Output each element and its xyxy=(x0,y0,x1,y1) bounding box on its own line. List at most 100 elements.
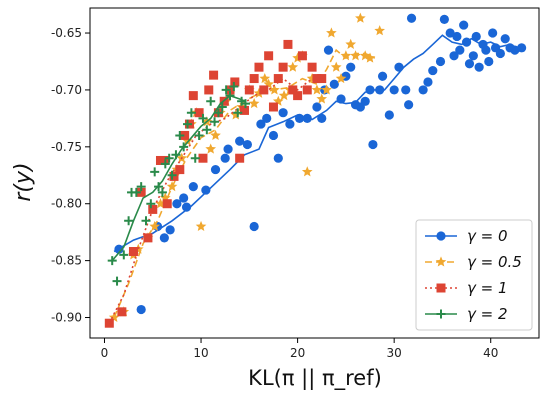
data-point xyxy=(517,43,527,53)
legend: γ = 0 γ = 0.5 γ = 1 γ = 2 xyxy=(415,219,533,331)
data-point xyxy=(317,74,327,84)
data-point xyxy=(262,113,272,123)
data-point xyxy=(278,62,288,72)
data-point xyxy=(136,182,146,192)
data-point xyxy=(459,20,469,30)
series-trend-line xyxy=(108,77,322,324)
data-point xyxy=(283,39,293,49)
data-point xyxy=(500,34,510,44)
data-point xyxy=(364,52,376,63)
data-point xyxy=(389,85,399,95)
data-point xyxy=(249,74,259,84)
data-point xyxy=(285,119,295,129)
data-point xyxy=(288,85,298,95)
data-point xyxy=(148,204,158,214)
data-point xyxy=(233,108,243,118)
data-point xyxy=(488,28,498,38)
data-point xyxy=(302,85,312,95)
data-point xyxy=(204,85,214,95)
data-point xyxy=(293,91,303,101)
data-point xyxy=(183,119,193,129)
data-point xyxy=(124,216,134,226)
series-group xyxy=(107,82,250,286)
data-point xyxy=(374,25,385,36)
data-point xyxy=(235,153,245,163)
data-point xyxy=(136,304,146,315)
data-point xyxy=(484,56,494,67)
data-point xyxy=(452,31,462,42)
data-point xyxy=(287,61,299,72)
y-tick-label: -0.90 xyxy=(51,311,82,325)
data-point xyxy=(194,108,204,118)
data-point xyxy=(217,102,227,112)
data-point xyxy=(159,233,169,243)
data-point xyxy=(150,167,160,177)
data-point xyxy=(301,166,313,177)
axes-layer: 0 10 20 30 40 -0.90 -0.85 -0.80 -0.75 -0.70 -0.65 xyxy=(51,26,498,360)
data-point xyxy=(242,139,252,150)
legend-box xyxy=(415,219,533,331)
data-point xyxy=(404,100,414,110)
data-point xyxy=(384,110,394,120)
legend-item: γ = 0 xyxy=(425,227,508,245)
legend-item: γ = 0.5 xyxy=(425,253,522,271)
data-point xyxy=(259,72,271,84)
data-point xyxy=(160,159,170,169)
data-point xyxy=(345,38,357,49)
data-point xyxy=(330,61,342,72)
data-point xyxy=(162,199,172,209)
x-axis-label: KL(π || π_ref) xyxy=(248,366,382,391)
data-point xyxy=(229,82,239,92)
data-point xyxy=(321,84,332,95)
x-tick-label: 20 xyxy=(290,346,305,360)
data-point xyxy=(312,74,322,84)
legend-item: γ = 2 xyxy=(425,305,508,323)
data-point xyxy=(346,62,356,72)
data-point xyxy=(117,307,127,317)
data-point xyxy=(268,130,279,141)
data-point xyxy=(471,31,481,42)
data-point xyxy=(312,102,322,112)
data-point xyxy=(210,117,220,127)
data-point xyxy=(210,129,221,140)
data-point xyxy=(180,130,190,140)
legend-label: γ = 2 xyxy=(467,305,508,323)
data-point xyxy=(141,216,151,226)
data-point xyxy=(340,50,352,61)
data-point xyxy=(428,65,438,76)
data-point xyxy=(157,187,167,197)
data-point xyxy=(248,97,260,109)
data-point xyxy=(107,256,117,266)
data-point xyxy=(112,276,122,286)
legend-marker xyxy=(436,283,446,293)
data-point xyxy=(350,50,361,61)
data-point xyxy=(205,143,217,154)
data-point xyxy=(131,187,141,197)
data-point xyxy=(316,93,328,104)
data-point xyxy=(202,125,212,135)
y-tick-label: -0.80 xyxy=(51,197,82,211)
data-point xyxy=(256,119,266,129)
data-point xyxy=(175,165,185,175)
data-point xyxy=(360,96,370,106)
data-point xyxy=(143,233,153,243)
y-axis-label: r(y) xyxy=(11,162,36,201)
data-point xyxy=(273,74,283,84)
series-group xyxy=(113,13,527,315)
data-point xyxy=(406,13,417,23)
data-point xyxy=(355,12,366,23)
data-point xyxy=(468,51,478,61)
series-trend-line xyxy=(113,48,376,318)
data-point xyxy=(221,85,231,95)
data-point xyxy=(249,221,259,232)
series-layer xyxy=(104,12,527,328)
data-point xyxy=(190,153,200,163)
data-point xyxy=(418,85,428,95)
data-point xyxy=(311,84,323,95)
legend-marker xyxy=(436,309,446,319)
y-tick-label: -0.70 xyxy=(51,83,82,97)
data-point xyxy=(254,62,264,72)
legend-label: γ = 1 xyxy=(467,279,508,297)
data-point xyxy=(268,102,278,112)
